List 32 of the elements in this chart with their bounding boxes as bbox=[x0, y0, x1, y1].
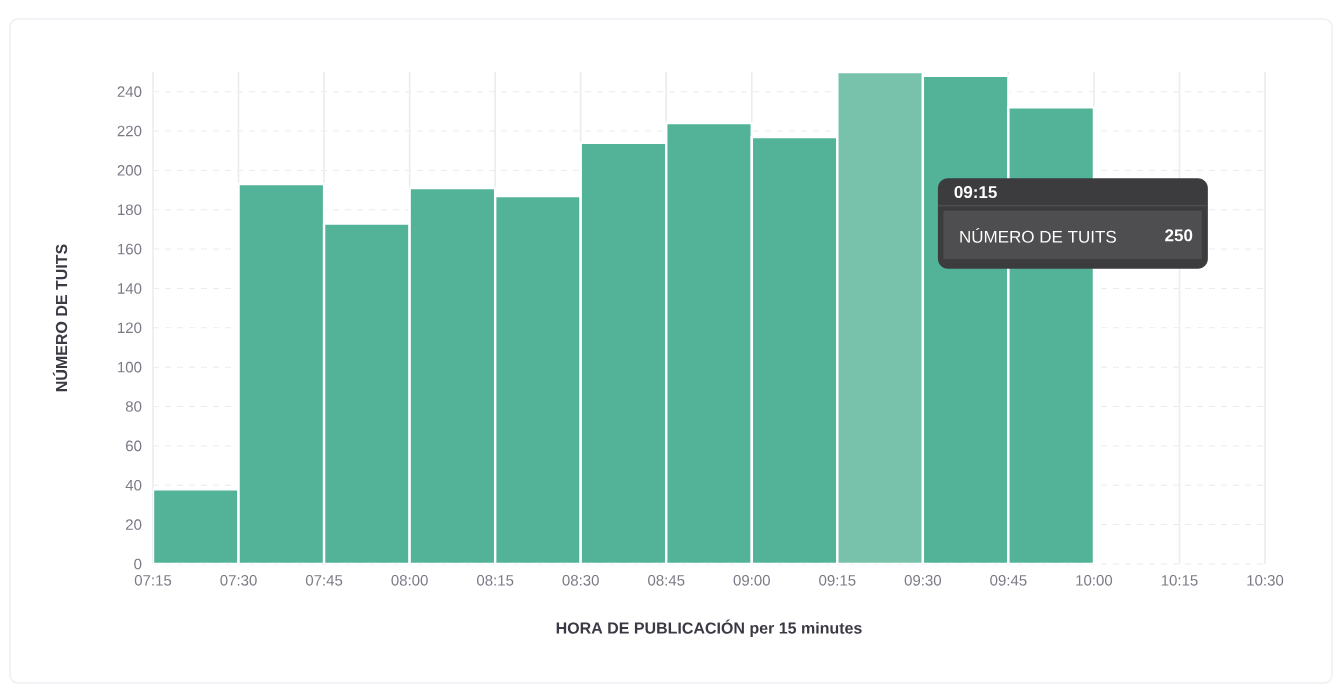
y-tick-label: 60 bbox=[126, 440, 142, 452]
x-tick-label: 08:00 bbox=[391, 575, 428, 586]
y-tick-label: 240 bbox=[117, 86, 142, 97]
x-tick-label: 09:30 bbox=[904, 575, 942, 586]
y-tick-label: 120 bbox=[118, 322, 142, 334]
y-tick-label: 180 bbox=[118, 204, 142, 216]
x-tick-label: 10:30 bbox=[1247, 575, 1284, 586]
x-axis-title: HORA DE PUBLICACIÓN per 15 minutes bbox=[556, 619, 862, 637]
y-tick-label: 0 bbox=[134, 558, 142, 570]
x-tick-label: 08:15 bbox=[476, 575, 514, 586]
x-tick-label: 07:30 bbox=[220, 575, 257, 586]
y-tick-label: 20 bbox=[126, 519, 142, 530]
y-axis-title: NÚMERO DE TUITS bbox=[52, 244, 68, 392]
x-tick-label: 07:15 bbox=[134, 575, 172, 586]
y-tick-label: 100 bbox=[118, 361, 142, 373]
x-tick-label: 10:00 bbox=[1076, 575, 1113, 586]
x-tick-label: 09:45 bbox=[990, 575, 1027, 586]
x-tick-label: 09:00 bbox=[733, 575, 770, 586]
y-tick-label: 140 bbox=[118, 283, 142, 294]
y-tick-label: 220 bbox=[117, 125, 142, 137]
y-tick-label: 80 bbox=[125, 401, 142, 412]
annotation: NÚMERO DE TUITS bbox=[960, 227, 1116, 243]
x-tick-label: 08:30 bbox=[562, 575, 599, 586]
y-tick-label: 200 bbox=[117, 165, 142, 176]
annotation: 09:15 bbox=[954, 186, 997, 199]
y-tick-label: 160 bbox=[118, 243, 142, 255]
x-tick-label: 10:15 bbox=[1161, 575, 1198, 586]
annotation: 250 bbox=[1165, 229, 1193, 242]
x-tick-label: 07:45 bbox=[305, 575, 343, 586]
y-tick-label: 40 bbox=[125, 479, 142, 491]
x-tick-label: 09:15 bbox=[819, 575, 856, 586]
x-tick-label: 08:45 bbox=[648, 575, 685, 586]
